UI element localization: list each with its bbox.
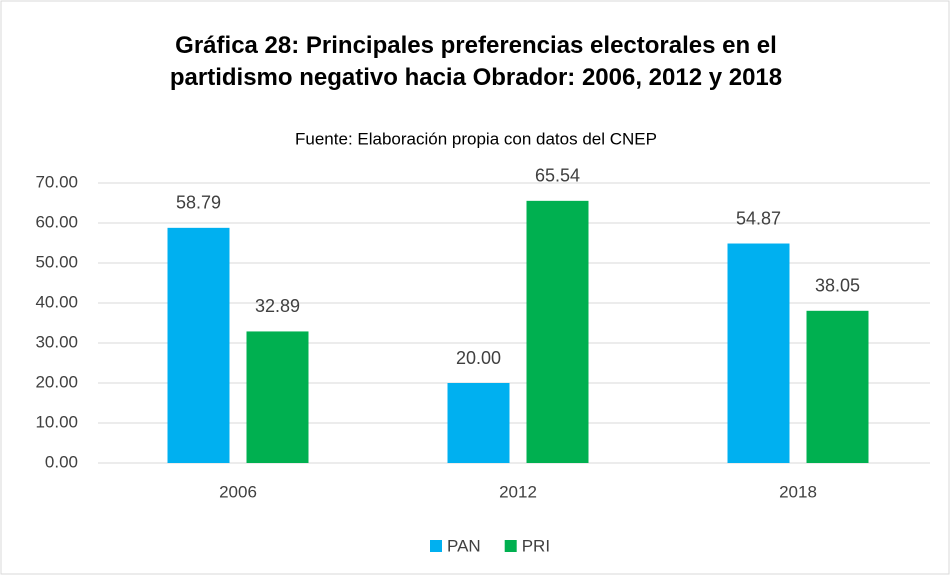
x-tick-label: 2006: [219, 482, 257, 501]
data-label: 54.87: [736, 208, 781, 228]
bar: [526, 200, 589, 463]
legend-swatch: [430, 540, 442, 552]
y-tick-label: 0.00: [45, 452, 78, 471]
x-tick-label: 2012: [499, 482, 537, 501]
data-label: 65.54: [535, 166, 580, 186]
y-tick-label: 70.00: [35, 172, 78, 191]
chart-subtitle: Fuente: Elaboración propia con datos del…: [295, 129, 657, 148]
data-label: 20.00: [456, 348, 501, 368]
bar: [806, 310, 869, 463]
y-tick-label: 20.00: [35, 372, 78, 391]
y-tick-label: 60.00: [35, 212, 78, 231]
y-tick-label: 30.00: [35, 332, 78, 351]
data-label: 58.79: [176, 193, 221, 213]
bar: [447, 383, 510, 463]
legend-label: PRI: [522, 536, 550, 555]
bar: [246, 331, 309, 463]
y-tick-label: 10.00: [35, 412, 78, 431]
y-tick-label: 50.00: [35, 252, 78, 271]
legend-swatch: [504, 540, 517, 552]
x-tick-label: 2018: [779, 482, 817, 501]
y-tick-label: 40.00: [35, 292, 78, 311]
data-label: 38.05: [815, 276, 860, 296]
legend-label: PAN: [447, 536, 481, 555]
chart-title: Gráfica 28: Principales preferencias ele…: [169, 32, 783, 91]
data-label: 32.89: [255, 296, 300, 316]
bar: [727, 243, 790, 463]
bar: [167, 227, 230, 463]
